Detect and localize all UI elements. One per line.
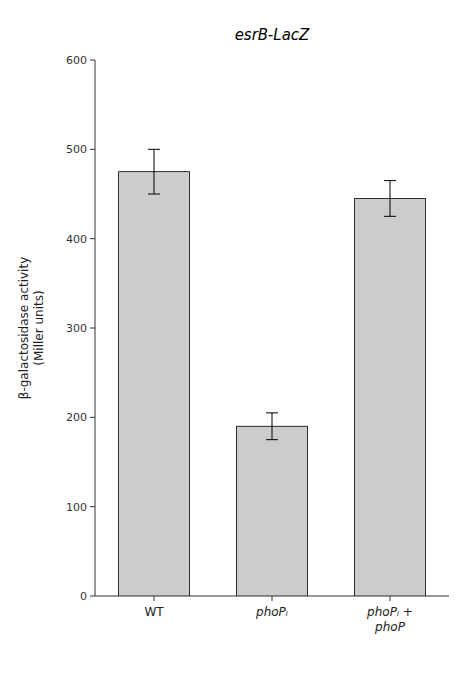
y-tick bbox=[90, 506, 95, 507]
bar bbox=[355, 198, 426, 596]
error-bar-cap bbox=[266, 439, 278, 440]
error-bar bbox=[148, 149, 160, 194]
y-tick-label: 500 bbox=[66, 143, 87, 156]
error-bar bbox=[384, 181, 396, 217]
y-tick-label: 100 bbox=[66, 501, 87, 514]
bar bbox=[119, 172, 190, 596]
error-bar-stem bbox=[272, 413, 273, 440]
y-axis-label-line: β-galactosidase activity bbox=[17, 257, 31, 400]
x-tick bbox=[154, 596, 155, 601]
x-tick-label-line: phoPᵢ + bbox=[366, 605, 413, 619]
x-tick-label: phoPᵢ bbox=[255, 605, 288, 619]
y-tick-label: 200 bbox=[66, 411, 87, 424]
error-bar-cap bbox=[148, 194, 160, 195]
error-bar-stem bbox=[154, 149, 155, 194]
y-tick bbox=[90, 149, 95, 150]
error-bar-cap bbox=[266, 412, 278, 413]
x-tick-label-line: phoP bbox=[374, 620, 406, 634]
x-tick-label: phoPᵢ +phoP bbox=[366, 605, 413, 634]
x-tick-label: WT bbox=[144, 605, 164, 619]
x-tick bbox=[272, 596, 273, 601]
x-tick bbox=[390, 596, 391, 601]
y-tick-label: 300 bbox=[66, 322, 87, 335]
y-tick-label: 600 bbox=[66, 54, 87, 67]
error-bar-cap bbox=[384, 180, 396, 181]
x-tick-label-line: phoPᵢ bbox=[255, 605, 288, 619]
title: esrB-LacZ bbox=[235, 26, 310, 44]
bars bbox=[119, 149, 426, 596]
chart-container: esrB-LacZ 0 100 200 300 400 500 600 β-galactosid… bbox=[0, 0, 474, 676]
y-tick bbox=[90, 596, 95, 597]
y-tick-label: 400 bbox=[66, 233, 87, 246]
x-tick-label-line: WT bbox=[144, 605, 164, 619]
chart: esrB-LacZ 0 100 200 300 400 500 600 β-galactosid… bbox=[0, 0, 474, 676]
y-tick-label: 0 bbox=[80, 590, 87, 603]
y-axis-label-line: (Miller units) bbox=[32, 290, 46, 365]
bar bbox=[237, 426, 308, 596]
y-axis-label: β-galactosidase activity(Miller units) bbox=[17, 257, 46, 400]
error-bar-stem bbox=[390, 181, 391, 217]
error-bar-cap bbox=[148, 149, 160, 150]
error-bar bbox=[266, 413, 278, 440]
y-tick bbox=[90, 328, 95, 329]
y-tick bbox=[90, 238, 95, 239]
y-tick bbox=[90, 417, 95, 418]
error-bar-cap bbox=[384, 216, 396, 217]
y-tick bbox=[90, 60, 95, 61]
